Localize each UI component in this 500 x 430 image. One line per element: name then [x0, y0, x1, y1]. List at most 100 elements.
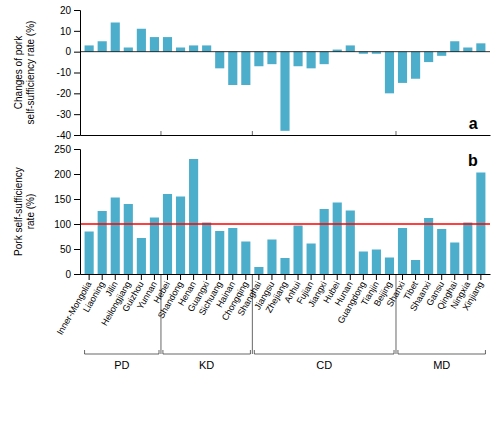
bar — [320, 209, 329, 274]
tick-mark — [74, 149, 80, 150]
tick-mark — [128, 274, 129, 280]
tick-mark — [89, 274, 90, 280]
tick-mark — [285, 274, 286, 280]
tick-label: 0 — [65, 46, 71, 57]
tick-mark — [74, 224, 80, 225]
bar — [163, 194, 172, 274]
bar — [241, 242, 250, 275]
tick-mark — [324, 274, 325, 280]
plot-area — [80, 23, 490, 131]
tick-label: 250 — [54, 144, 71, 155]
tick-mark — [376, 274, 377, 280]
tick: -30 — [57, 109, 80, 120]
bar — [424, 52, 433, 62]
bar — [228, 228, 237, 274]
bar — [411, 260, 420, 274]
bar — [346, 45, 355, 51]
tick-mark — [167, 274, 168, 280]
group-separator — [160, 274, 161, 354]
group-label: KD — [199, 359, 214, 371]
tick-label: 20 — [60, 5, 72, 16]
panel: -40-30-20-1001020Changes of porkself-suf… — [13, 5, 491, 141]
group-bracket-end — [84, 350, 85, 354]
bar — [267, 52, 276, 65]
plot-area — [80, 159, 490, 274]
tick: -20 — [57, 88, 80, 99]
bar — [320, 52, 329, 65]
bar — [137, 238, 146, 274]
tick-mark — [74, 93, 80, 94]
bar — [398, 228, 407, 274]
tick-label: Xinjiang — [461, 280, 486, 313]
bar — [437, 52, 446, 56]
bar — [85, 232, 94, 275]
tick: 50 — [60, 244, 80, 255]
tick-mark — [232, 274, 233, 280]
y-axis: 0 50 100 150 200 250 — [54, 144, 80, 280]
bar — [85, 45, 94, 51]
tick: 10 — [60, 26, 80, 37]
tick-label: -10 — [57, 67, 72, 78]
tick: 200 — [54, 169, 80, 180]
tick-label: 200 — [54, 169, 71, 180]
tick-mark — [389, 274, 390, 280]
tick-mark — [271, 274, 272, 280]
bar — [450, 243, 459, 275]
tick-label: -30 — [57, 109, 72, 120]
bar — [111, 198, 120, 275]
tick: Xinjiang — [461, 274, 486, 312]
bar — [254, 267, 263, 274]
tick-mark — [74, 52, 80, 53]
axis-line — [74, 11, 81, 136]
tick: Liaoning — [81, 274, 107, 314]
tick-label: 50 — [60, 244, 72, 255]
bar — [333, 203, 342, 275]
bar — [463, 48, 472, 52]
group-bracket — [254, 354, 394, 355]
tick-mark — [311, 274, 312, 280]
group-separator — [160, 131, 161, 135]
tick-mark — [467, 274, 468, 280]
group-separator — [252, 131, 253, 135]
tick-mark — [480, 274, 481, 280]
tick: 0 — [65, 46, 80, 57]
tick-mark — [350, 274, 351, 280]
tick-label: 100 — [54, 219, 71, 230]
bar — [293, 52, 302, 67]
bar — [215, 52, 224, 69]
tick-mark — [154, 274, 155, 280]
bar — [463, 223, 472, 275]
group-label: PD — [114, 359, 129, 371]
tick: 150 — [54, 194, 80, 205]
tick-mark — [298, 274, 299, 280]
bar — [450, 41, 459, 51]
bar — [280, 52, 289, 131]
group-bracket — [85, 354, 159, 355]
tick: -10 — [57, 67, 80, 78]
tick-mark — [74, 199, 80, 200]
axis-line — [74, 150, 81, 275]
tick-label: 0 — [65, 269, 71, 280]
group-bracket-end — [254, 350, 255, 354]
tick-mark — [245, 274, 246, 280]
bar — [189, 45, 198, 51]
bar — [202, 45, 211, 51]
bar — [189, 159, 198, 274]
tick-mark — [115, 274, 116, 280]
y-axis: -40-30-20-1001020 — [57, 5, 81, 141]
bar — [137, 29, 146, 52]
bar — [398, 52, 407, 83]
group-bracket-end — [162, 350, 163, 354]
bar — [424, 218, 433, 274]
bar — [98, 211, 107, 274]
tick-label: 10 — [60, 26, 72, 37]
tick-mark — [74, 174, 80, 175]
group-bracket — [398, 354, 485, 355]
group-label: MD — [433, 359, 450, 371]
tick-mark — [74, 249, 80, 250]
zero-line — [80, 51, 490, 52]
bar — [150, 218, 159, 275]
bar — [346, 211, 355, 275]
bar — [124, 204, 133, 274]
tick-mark — [258, 274, 259, 280]
